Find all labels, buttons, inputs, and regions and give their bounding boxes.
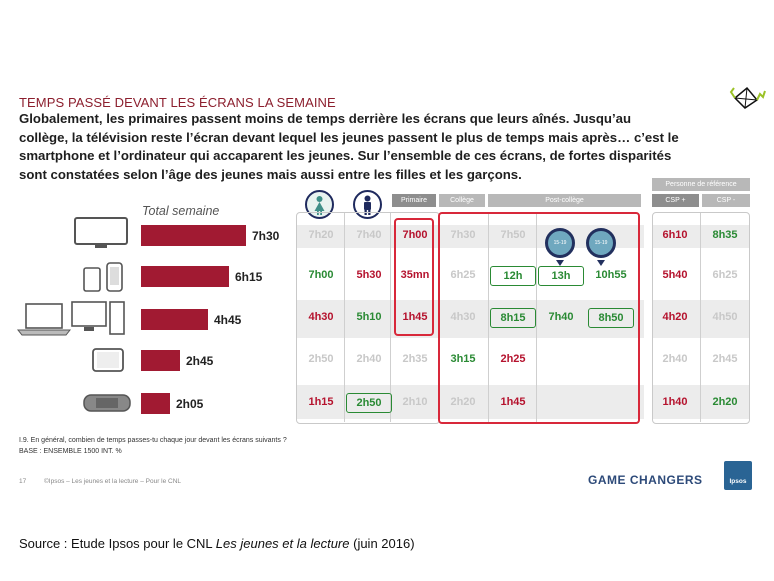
table-cell: 7h00 <box>308 269 334 281</box>
column-divider <box>488 212 489 422</box>
ipsos-logo-text: Ipsos <box>729 478 747 485</box>
header-csp-minus: CSP - <box>702 194 750 207</box>
header-college: Collège <box>439 194 485 207</box>
row-band <box>296 385 644 419</box>
bar-value-label: 2h45 <box>186 354 214 368</box>
age-badge-arrow-icon <box>556 260 564 266</box>
bar-tablet <box>141 350 180 371</box>
source-suffix: (juin 2016) <box>349 536 415 551</box>
summary-line: sont constatées selon l’âge des jeunes m… <box>19 166 522 182</box>
source-title: Les jeunes et la lecture <box>215 536 350 551</box>
table-cell: 13h <box>538 266 584 286</box>
bar-tv <box>141 225 246 246</box>
bar-game-console <box>141 393 170 414</box>
girl-icon <box>305 190 334 219</box>
table-cell: 1h40 <box>662 396 688 408</box>
summary-line: Globalement, les primaires passent moins… <box>19 111 631 126</box>
table-cell: 12h <box>490 266 536 286</box>
summary-line: smartphone et l’ordinateur qui accaparen… <box>19 148 672 163</box>
table-cell: 4h50 <box>712 311 738 323</box>
table-cell: 4h30 <box>450 311 476 323</box>
header-post-college: Post-collège <box>488 194 641 207</box>
primaire-highlight <box>394 218 434 336</box>
table-cell: 2h20 <box>450 396 476 408</box>
column-divider <box>390 212 391 422</box>
table-cell: 6h25 <box>450 269 476 281</box>
table-cell: 2h10 <box>402 396 428 408</box>
table-cell: 7h50 <box>500 229 526 241</box>
bar-value-label: 7h30 <box>252 229 280 243</box>
table-cell: 35mn <box>400 269 430 281</box>
table-cell: 4h20 <box>662 311 688 323</box>
table-cell: 2h35 <box>402 353 428 365</box>
row-band <box>296 300 644 338</box>
slide-title: TEMPS PASSÉ DEVANT LES ÉCRANS LA SEMAINE <box>19 95 336 110</box>
source-prefix: Source : Etude Ipsos pour le CNL <box>19 536 216 551</box>
table-cell: 8h35 <box>712 229 738 241</box>
table-cell: 5h40 <box>662 269 688 281</box>
age-badge: 15-19 <box>545 228 575 258</box>
table-cell: 4h30 <box>308 311 334 323</box>
bar-computer <box>141 309 208 330</box>
column-divider <box>344 212 345 422</box>
game-changers-tagline: GAME CHANGERS <box>588 473 703 487</box>
game-console-icon <box>83 394 131 412</box>
table-cell: 7h00 <box>402 229 428 241</box>
table-cell: 8h15 <box>490 308 536 328</box>
header-personne-reference: Personne de référence <box>652 178 750 191</box>
table-cell: 5h30 <box>356 269 382 281</box>
copyright-credit: ©Ipsos – Les jeunes et la lecture – Pour… <box>44 478 182 485</box>
tv-icon <box>74 217 128 248</box>
table-cell: 6h25 <box>712 269 738 281</box>
kite-logo-icon <box>729 86 766 109</box>
table-cell: 2h40 <box>662 353 688 365</box>
base-footnote: BASE : ENSEMBLE 1500 INT. % <box>19 448 122 455</box>
table-cell: 1h15 <box>308 396 334 408</box>
table-cell: 1h45 <box>500 396 526 408</box>
table-cell: 5h10 <box>356 311 382 323</box>
table-cell: 6h10 <box>662 229 688 241</box>
chart-title: Total semaine <box>142 204 220 218</box>
table-cell: 3h15 <box>450 353 476 365</box>
table-cell: 7h30 <box>450 229 476 241</box>
page-number: 17 <box>19 478 27 485</box>
table-cell: 2h50 <box>308 353 334 365</box>
bar-value-label: 6h15 <box>235 270 263 284</box>
table-cell: 10h55 <box>595 269 627 281</box>
computer-icon <box>16 301 125 336</box>
source-caption: Source : Etude Ipsos pour le CNL Les jeu… <box>19 536 415 551</box>
header-csp-plus: CSP + <box>652 194 699 207</box>
college-post-college-highlight <box>438 212 640 424</box>
column-divider <box>536 212 537 422</box>
age-badge-arrow-icon <box>597 260 605 266</box>
table-cell: 2h40 <box>356 353 382 365</box>
slide: TEMPS PASSÉ DEVANT LES ÉCRANS LA SEMAINE… <box>16 86 766 490</box>
header-primaire: Primaire <box>392 194 436 207</box>
column-divider <box>700 212 701 422</box>
table-cell: 7h40 <box>356 229 382 241</box>
table-cell: 2h45 <box>712 353 738 365</box>
ref-band <box>652 225 750 248</box>
tablet-icon <box>92 348 124 372</box>
slide-summary: Globalement, les primaires passent moins… <box>19 110 759 184</box>
bar-value-label: 2h05 <box>176 397 204 411</box>
bar-value-label: 4h45 <box>214 313 242 327</box>
table-cell: 1h45 <box>402 311 428 323</box>
ref-band <box>652 300 750 338</box>
age-badge: 15-19 <box>586 228 616 258</box>
table-cell: 2h20 <box>712 396 738 408</box>
boy-icon <box>353 190 382 219</box>
ipsos-logo: Ipsos <box>724 461 752 490</box>
reference-frame <box>652 212 750 424</box>
question-footnote: I.9. En général, combien de temps passes… <box>19 437 287 444</box>
summary-line: collège, la télévision reste l’écran dev… <box>19 129 679 145</box>
table-cell: 2h25 <box>500 353 526 365</box>
table-cell: 7h20 <box>308 229 334 241</box>
table-cell: 7h40 <box>548 311 574 323</box>
table-cell: 2h50 <box>346 393 392 413</box>
smartphone-icon <box>83 262 123 292</box>
bar-smartphone <box>141 266 229 287</box>
ref-band <box>652 385 750 419</box>
table-cell: 8h50 <box>588 308 634 328</box>
